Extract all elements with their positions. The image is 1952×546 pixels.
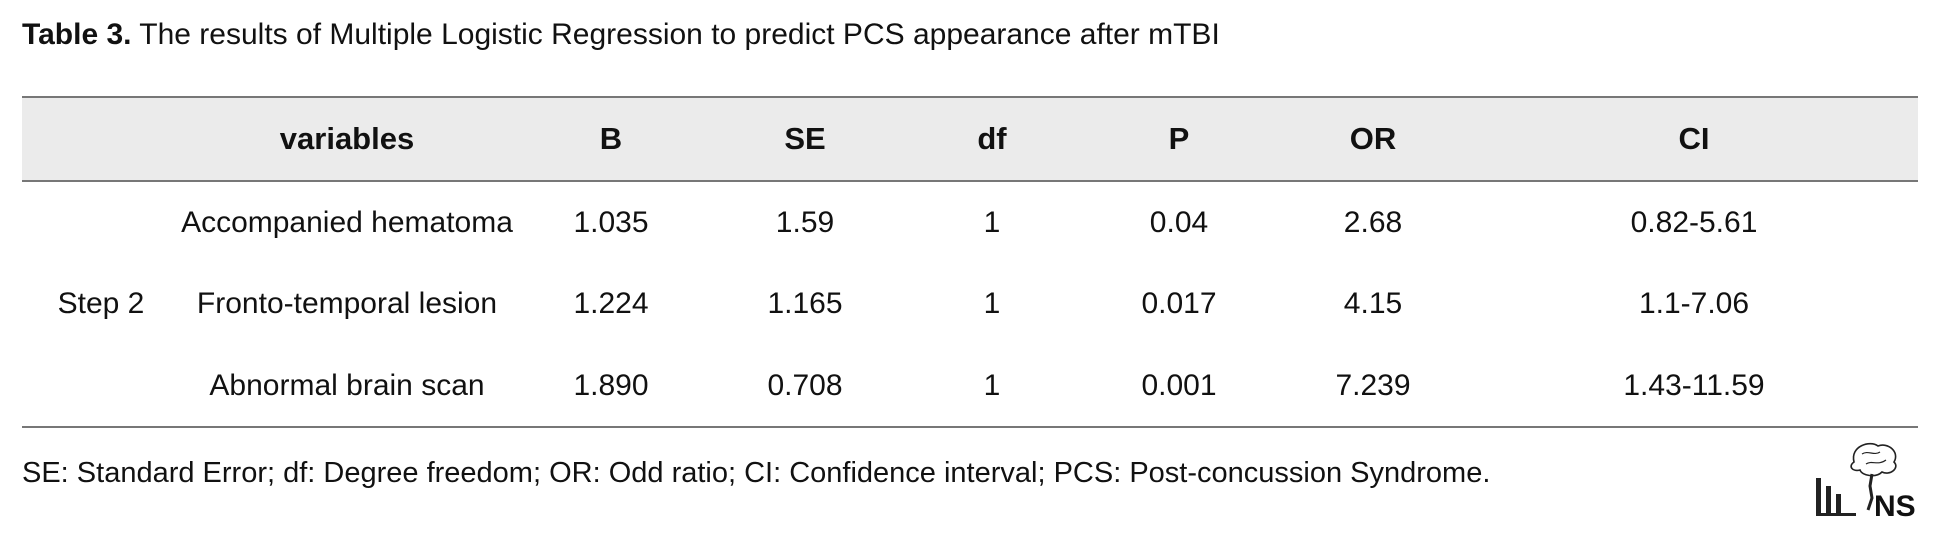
caption-label: Table 3.: [22, 18, 132, 51]
cell-se: 0.708: [767, 368, 843, 402]
header-df: df: [977, 121, 1007, 156]
header-se: SE: [784, 121, 826, 156]
journal-logo-icon: NS: [1812, 440, 1922, 523]
cell-variable: Abnormal brain scan: [209, 368, 485, 402]
cell-se: 1.59: [775, 205, 835, 239]
table-row: Fronto-temporal lesion 1.224 1.165 1 0.0…: [22, 263, 1918, 345]
cell-variable: Accompanied hematoma: [181, 205, 513, 239]
table-row: Abnormal brain scan 1.890 0.708 1 0.001 …: [22, 345, 1918, 427]
cell-or: 7.239: [1335, 368, 1411, 402]
cell-se: 1.165: [767, 287, 843, 320]
table-caption: Table 3. The results of Multiple Logisti…: [22, 18, 1220, 52]
cell-variable: Fronto-temporal lesion: [196, 287, 498, 320]
header-row: variables B SE df P OR CI: [22, 97, 1918, 181]
cell-b: 1.224: [573, 287, 649, 320]
header-p: P: [1168, 121, 1190, 156]
cell-p: 0.04: [1149, 205, 1209, 239]
cell-ci: 1.1-7.06: [1638, 287, 1750, 320]
cell-or: 4.15: [1343, 287, 1403, 320]
results-table: variables B SE df P OR CI Step 2 Accompa…: [22, 96, 1918, 428]
cell-ci: 0.82-5.61: [1630, 205, 1758, 239]
header-ci: CI: [1678, 121, 1710, 156]
table-row: Step 2 Accompanied hematoma 1.035 1.59 1…: [22, 181, 1918, 321]
cell-or: 2.68: [1343, 205, 1403, 239]
logo-text: NS: [1874, 490, 1916, 520]
header-variables: variables: [279, 121, 415, 156]
table-footnote: SE: Standard Error; df: Degree freedom; …: [22, 457, 1491, 489]
step-label: Step 2: [57, 287, 145, 320]
cell-p: 0.017: [1141, 287, 1217, 320]
cell-df: 1: [983, 205, 1001, 239]
header-b: B: [599, 121, 623, 156]
cell-df: 1: [983, 368, 1001, 402]
caption-text: The results of Multiple Logistic Regress…: [139, 18, 1220, 51]
cell-ci: 1.43-11.59: [1623, 368, 1765, 402]
cell-p: 0.001: [1141, 368, 1217, 402]
header-step: [22, 97, 180, 181]
cell-df: 1: [983, 287, 1001, 320]
cell-b: 1.035: [573, 205, 649, 239]
cell-b: 1.890: [573, 368, 649, 402]
header-or: OR: [1349, 121, 1397, 156]
